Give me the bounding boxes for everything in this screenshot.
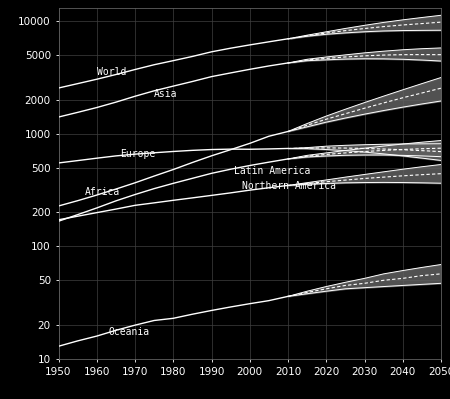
- Text: Latin America: Latin America: [234, 166, 311, 176]
- Text: Northern America: Northern America: [242, 181, 336, 191]
- Text: Europe: Europe: [120, 149, 155, 159]
- Text: Africa: Africa: [86, 187, 121, 197]
- Text: Asia: Asia: [154, 89, 178, 99]
- Text: World: World: [97, 67, 126, 77]
- Text: Oceania: Oceania: [108, 327, 149, 337]
